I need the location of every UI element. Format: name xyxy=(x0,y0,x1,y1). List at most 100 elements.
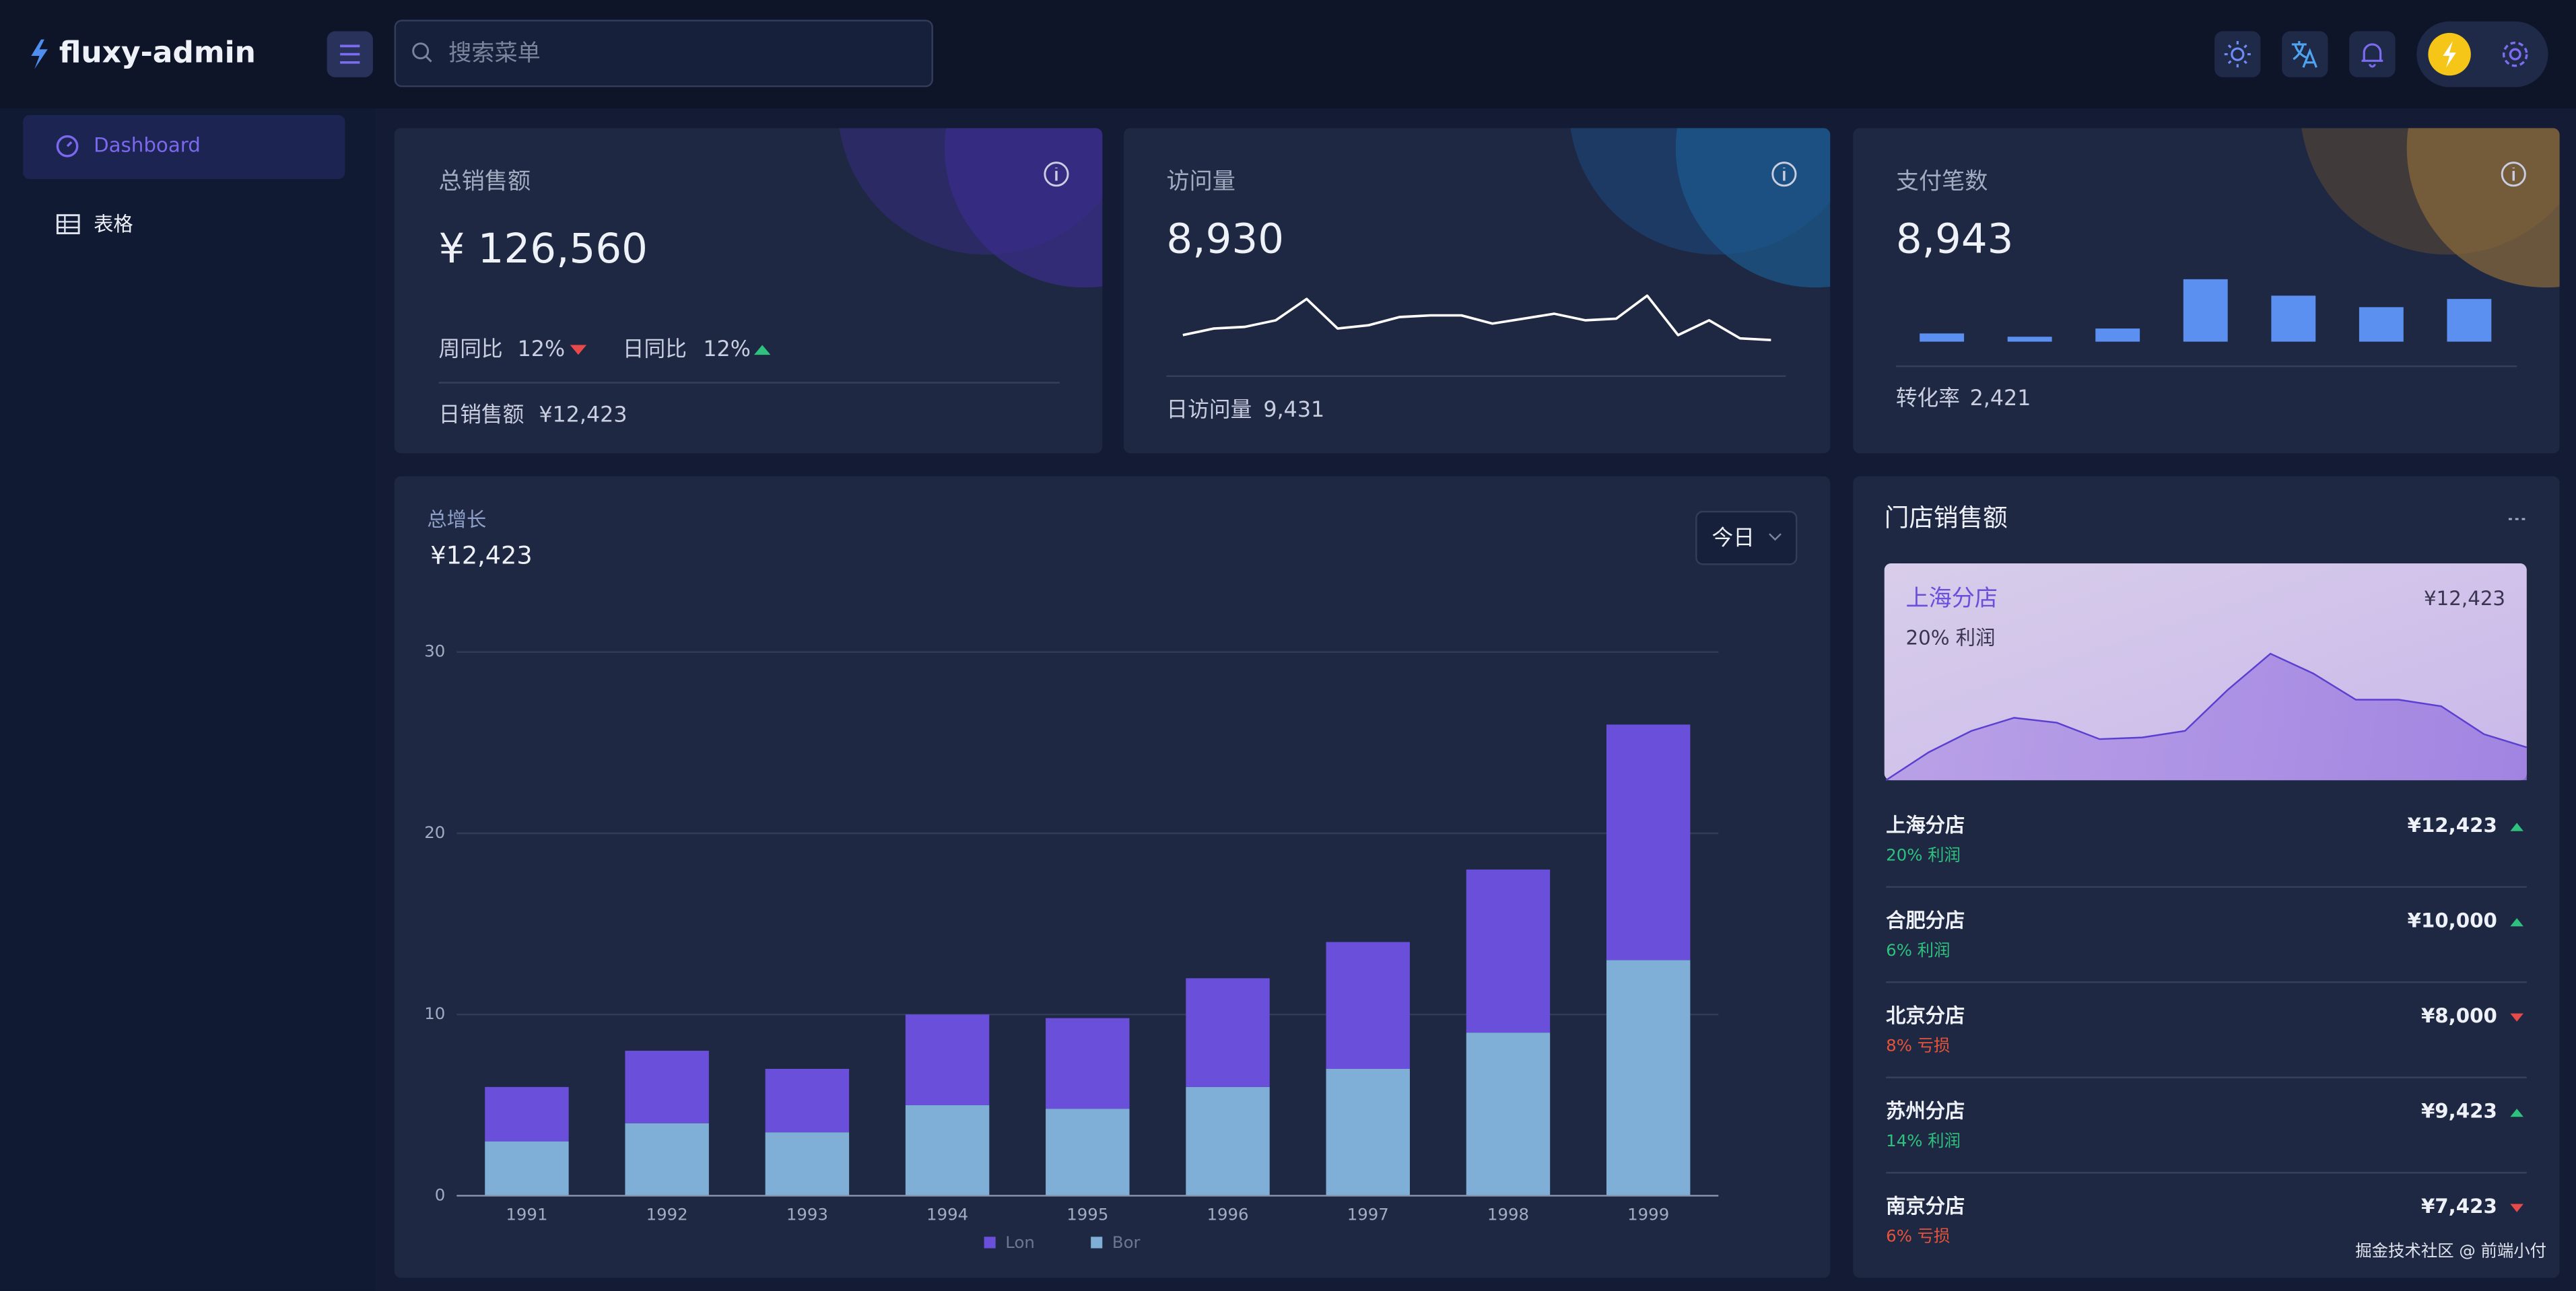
store-card: 门店销售额 上海分店 ¥12,423 20% 利润 xyxy=(1853,476,2560,1278)
x-tick-label: 1991 xyxy=(506,1205,547,1224)
logo: fluxy-admin xyxy=(59,36,256,70)
visits-line xyxy=(1182,294,1771,341)
mini-bar xyxy=(2359,307,2404,342)
x-tick-label: 1998 xyxy=(1487,1205,1529,1224)
footer-label: 日访问量 xyxy=(1166,398,1252,422)
down-arrow xyxy=(570,345,587,355)
bar xyxy=(485,1141,569,1196)
x-tick-label: 1994 xyxy=(926,1205,968,1224)
x-tick-label: 1996 xyxy=(1207,1205,1248,1224)
nav-label: 表格 xyxy=(94,213,133,236)
mini-bar xyxy=(2447,299,2492,342)
week-label: 周同比 xyxy=(438,337,502,361)
bar xyxy=(1326,1068,1410,1196)
mini-bar xyxy=(2271,295,2316,342)
nav-item-dashboard[interactable]: Dashboard xyxy=(23,114,345,180)
store-name: 北京分店 xyxy=(1886,1004,1965,1027)
mini-bar xyxy=(2183,279,2228,342)
nav-label: Dashboard xyxy=(94,134,201,157)
legend-swatch xyxy=(1091,1236,1103,1249)
legend-label: Lon xyxy=(1005,1232,1035,1252)
y-tick-label: 0 xyxy=(435,1185,446,1204)
mini-bar xyxy=(2007,337,2052,342)
down-arrow xyxy=(2510,1013,2523,1022)
highlight-amount: ¥12,423 xyxy=(2424,587,2505,610)
card-value: 8,943 xyxy=(1896,215,2014,263)
card-title: 支付笔数 xyxy=(1896,168,1988,195)
card-value: ¥ 126,560 xyxy=(438,225,647,273)
theme-button[interactable] xyxy=(2214,31,2261,77)
stat-card: 访问量 8,930 日访问量 9,431 xyxy=(1123,128,1831,454)
bar xyxy=(1606,724,1691,961)
bar xyxy=(1186,1086,1270,1196)
footer-value: ¥12,423 xyxy=(539,403,627,427)
search-box[interactable]: 搜索菜单 xyxy=(394,20,933,88)
footer-label: 转化率 xyxy=(1896,386,1960,411)
nav-item-table[interactable]: 表格 xyxy=(56,213,133,236)
sidebar xyxy=(0,108,375,1291)
store-amount: ¥8,000 xyxy=(2421,1004,2497,1027)
card-value: 8,930 xyxy=(1166,215,1284,263)
footer-label: 日销售额 xyxy=(438,403,524,427)
bar xyxy=(765,1068,850,1133)
period-select[interactable]: 今日 xyxy=(1695,510,1798,565)
x-tick-label: 1999 xyxy=(1627,1205,1669,1224)
logo-icon xyxy=(31,39,48,69)
store-profit: 6% 亏损 xyxy=(1886,1226,1950,1245)
bar xyxy=(1606,960,1691,1196)
bar xyxy=(765,1132,850,1196)
store-profit: 14% 利润 xyxy=(1886,1131,1961,1150)
bar xyxy=(625,1051,709,1123)
store-profit: 6% 利润 xyxy=(1886,940,1950,960)
bar xyxy=(485,1086,569,1142)
mini-bar xyxy=(2095,328,2140,342)
bar xyxy=(1046,1109,1130,1196)
bar xyxy=(1046,1018,1130,1109)
store-name: 南京分店 xyxy=(1886,1195,1965,1218)
mini-bar xyxy=(1920,333,1965,342)
store-amount: ¥9,423 xyxy=(2421,1099,2497,1122)
day-value: 12% xyxy=(703,337,751,361)
notification-button[interactable] xyxy=(2349,31,2396,77)
down-arrow xyxy=(2510,1203,2523,1212)
user-menu[interactable] xyxy=(2416,21,2548,88)
store-profit: 8% 亏损 xyxy=(1886,1035,1950,1055)
highlight-profit: 20% 利润 xyxy=(1905,627,1995,650)
highlight-name: 上海分店 xyxy=(1905,585,1998,612)
card-title: 访问量 xyxy=(1166,168,1235,195)
period-label: 今日 xyxy=(1712,526,1755,550)
bar xyxy=(1466,1033,1551,1196)
store-amount: ¥10,000 xyxy=(2408,909,2497,932)
store-title: 门店销售额 xyxy=(1885,503,2008,532)
bar xyxy=(905,1105,990,1196)
menu-button[interactable] xyxy=(327,31,373,77)
y-tick-label: 10 xyxy=(424,1004,445,1023)
bar xyxy=(1326,942,1410,1069)
y-tick-label: 20 xyxy=(424,823,445,842)
up-arrow xyxy=(753,345,771,355)
bar xyxy=(1186,978,1270,1087)
up-arrow xyxy=(2510,823,2523,831)
language-button[interactable] xyxy=(2282,31,2328,77)
store-amount: ¥7,423 xyxy=(2421,1195,2497,1218)
x-tick-label: 1992 xyxy=(646,1205,688,1224)
legend-swatch xyxy=(984,1236,996,1249)
day-label: 日同比 xyxy=(623,337,687,361)
watermark: 掘金技术社区 @ 前端小付 xyxy=(2355,1241,2546,1260)
x-tick-label: 1993 xyxy=(786,1205,828,1224)
store-profit: 20% 利润 xyxy=(1886,845,1961,864)
y-tick-label: 30 xyxy=(424,641,445,661)
legend-label: Bor xyxy=(1112,1232,1141,1252)
bar xyxy=(1466,869,1551,1033)
x-tick-label: 1997 xyxy=(1347,1205,1389,1224)
store-name: 合肥分店 xyxy=(1886,909,1965,932)
search-placeholder: 搜索菜单 xyxy=(448,40,541,67)
store-line xyxy=(1885,652,2528,781)
bar xyxy=(905,1014,990,1105)
card-title: 总销售额 xyxy=(438,168,531,195)
week-value: 12% xyxy=(518,337,566,361)
bar xyxy=(625,1123,709,1196)
stat-card: 总销售额 ¥ 126,560 周同比 12% 日同比 12% 日销售额 ¥12,… xyxy=(394,128,1103,454)
